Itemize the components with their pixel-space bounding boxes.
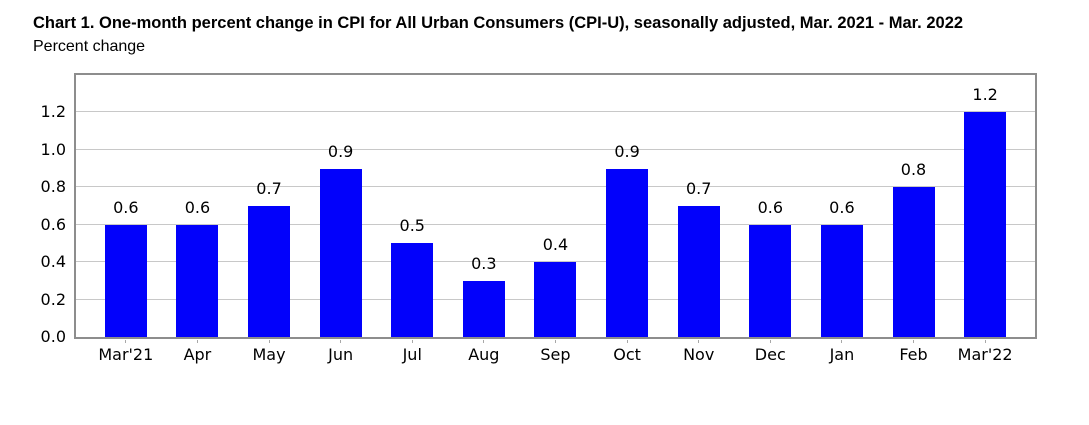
bar-value-label: 0.6 [113,197,139,217]
gridline [76,223,1035,225]
x-cell: Jun [305,340,377,364]
x-tick-label: Oct [613,345,641,364]
x-tick-mark [626,340,628,343]
bar [606,168,649,337]
y-tick-label: 0.0 [40,327,66,346]
bar [892,187,935,337]
bar [820,224,863,337]
bar [104,224,147,337]
gridline [76,186,1035,188]
bar [749,224,792,337]
bar-slot: 0.6 [734,75,806,337]
bar-slot: 0.7 [663,75,735,337]
x-tick-label: Jun [328,345,354,364]
bar-value-label: 0.3 [471,253,497,273]
bar-slot: 0.5 [376,75,448,337]
bar [319,168,362,337]
x-tick-mark [268,340,270,343]
x-cell: Mar'22 [949,340,1021,364]
bar-slot: 0.6 [162,75,234,337]
x-cell: Nov [663,340,735,364]
bar [248,206,291,337]
x-tick-label: Jul [402,345,422,364]
plot-area: 0.6 0.6 0.7 0.9 0.5 0.3 0.4 0.9 0.7 0.6 0.6 0.8 1.2 [74,73,1037,339]
x-tick-label: Aug [468,345,500,364]
x-tick-label: Feb [899,345,928,364]
bar-slot: 0.6 [90,75,162,337]
gridline [76,148,1035,150]
x-tick-mark [196,340,198,343]
x-tick-label: Dec [754,345,786,364]
y-axis: 0.0 0.2 0.4 0.6 0.8 1.0 1.2 [0,73,66,346]
x-cell: Jan [806,340,878,364]
x-tick-label: Apr [183,345,212,364]
x-tick-mark [483,340,485,343]
x-cell: Feb [878,340,950,364]
bar-value-label: 0.9 [614,141,640,161]
bar-value-label: 0.8 [900,160,927,180]
bar-slot: 1.2 [949,75,1021,337]
y-tick-label: 0.4 [40,252,66,272]
bar [534,262,577,337]
x-tick-label: Nov [683,345,715,364]
x-cell: Dec [734,340,806,364]
x-tick-mark [984,340,986,343]
x-tick-mark [698,340,700,343]
y-tick-label: 1.0 [40,139,66,159]
x-cell: Oct [591,340,663,364]
bar-value-label: 0.9 [327,141,354,161]
y-tick-label: 0.8 [40,177,66,197]
x-cell: May [233,340,305,364]
x-tick-label: May [252,345,286,364]
x-tick-mark [841,340,843,343]
x-tick-label: Sep [540,345,571,364]
x-tick-label: Mar'22 [957,345,1013,364]
x-cell: Apr [162,340,234,364]
y-tick-label: 0.2 [40,289,66,309]
bar-slot: 0.3 [448,75,520,337]
bar-value-label: 0.6 [757,197,784,217]
bar-slot: 0.4 [520,75,592,337]
bar-value-label: 0.7 [685,179,712,198]
bar-value-label: 0.6 [184,197,211,217]
x-tick-mark [769,340,771,343]
bars-row: 0.6 0.6 0.7 0.9 0.5 0.3 0.4 0.9 0.7 0.6 0.6 0.8 1.2 [76,75,1035,337]
bar-slot: 0.7 [233,75,305,337]
x-tick-mark [554,340,556,343]
bar-value-label: 0.7 [256,179,282,198]
chart-subtitle: Percent change [33,38,146,55]
bar-value-label: 0.6 [829,197,855,217]
gridline [76,261,1035,263]
x-tick-label: Mar'21 [98,345,154,364]
bar [964,112,1007,337]
x-tick-mark [340,340,342,343]
bar-slot: 0.9 [591,75,663,337]
bar-value-label: 1.2 [972,85,998,105]
bar [462,280,505,337]
x-cell: Aug [448,340,520,364]
bar-slot: 0.6 [806,75,878,337]
bar-value-label: 0.4 [542,235,569,255]
y-tick-label: 1.2 [40,102,66,122]
x-tick-label: Jan [829,345,855,364]
bar-slot: 0.9 [305,75,377,337]
y-tick-label: 0.6 [40,214,66,234]
x-cell: Mar'21 [90,340,162,364]
chart-title: Chart 1. One-month percent change in CPI… [33,14,964,32]
x-tick-mark [913,340,914,343]
gridline [76,111,1035,113]
bar-slot: 0.8 [878,75,950,337]
bar [677,206,720,337]
x-cell: Sep [520,340,592,364]
x-tick-mark [411,340,413,343]
bar-value-label: 0.5 [399,216,425,236]
bar [176,224,219,337]
x-cell: Jul [376,340,448,364]
x-axis: Mar'21 Apr May Jun Jul Aug Sep Oct Nov Dec Jan Feb M… [74,340,1037,364]
x-tick-mark [125,340,127,343]
bar [391,243,434,337]
